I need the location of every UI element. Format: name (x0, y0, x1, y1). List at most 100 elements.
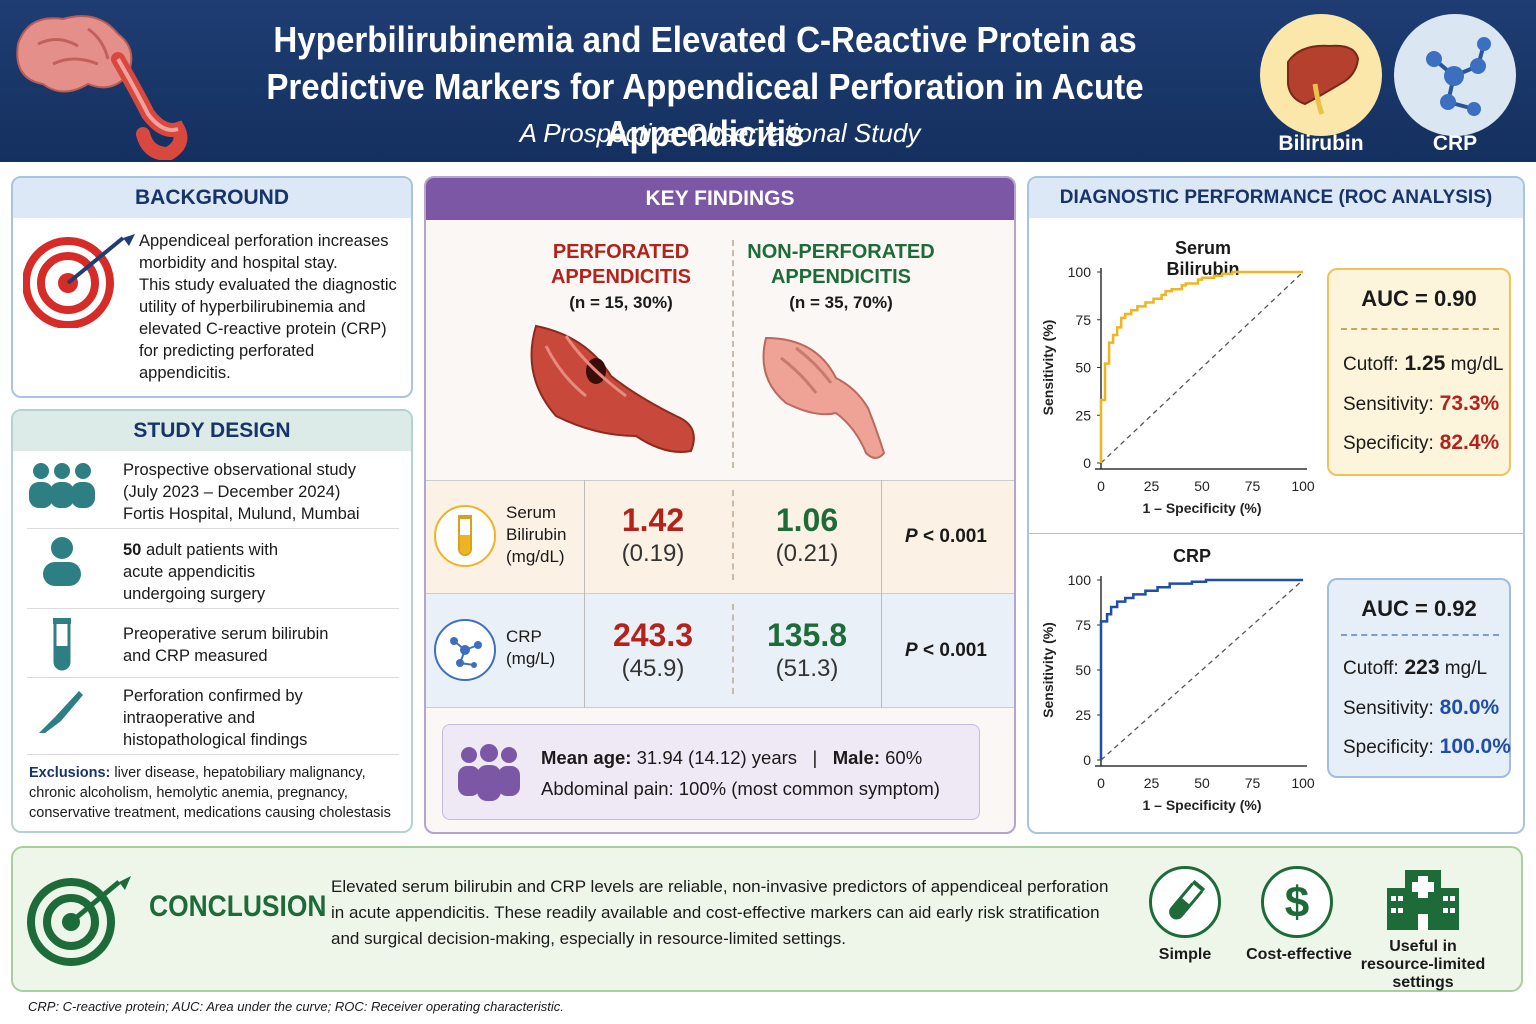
non-perforated-header: NON-PERFORATED APPENDICITIS (n = 35, 70%… (726, 240, 956, 315)
design-item-3: Preoperative serum bilirubin and CRP mea… (123, 623, 403, 667)
design-item-2-line-2: acute appendicitis (123, 563, 256, 581)
non-perforated-title-1: NON-PERFORATED (747, 241, 935, 263)
bili-y-tick: 0 (1083, 455, 1091, 471)
perforated-title-2: APPENDICITIS (550, 266, 692, 288)
roc-panel: DIAGNOSTIC PERFORMANCE (ROC ANALYSIS) Se… (1027, 176, 1525, 834)
crp-x-tick: 50 (1194, 775, 1210, 791)
crp-y-tick: 75 (1075, 617, 1091, 633)
crp-x-label: 1 – Specificity (%) (1142, 797, 1261, 813)
molecule-icon (1426, 37, 1491, 116)
exclusions-label: Exclusions: (29, 765, 111, 781)
crp-nonperforated-sd: (51.3) (775, 655, 839, 682)
footnote: CRP: C-reactive protein; AUC: Area under… (28, 999, 564, 1014)
simple-chip (1149, 866, 1221, 938)
background-heading: BACKGROUND (13, 178, 411, 218)
crp-y-tick: 25 (1075, 707, 1091, 723)
bg-line-7: appendicitis. (139, 364, 231, 382)
resource-limited-line-3: settings (1392, 974, 1454, 991)
bili-x-tick: 100 (1291, 478, 1315, 494)
p-text: < 0.001 (917, 640, 987, 661)
crp-x-tick: 0 (1097, 775, 1105, 791)
title-line-1: Hyperbilirubinemia and Elevated C-Reacti… (273, 19, 1137, 60)
roc-divider (1029, 533, 1523, 534)
sens-value: 73.3% (1433, 392, 1500, 415)
cutoff-unit: mg/L (1439, 658, 1488, 679)
bilirubin-perforated-sd: (0.19) (621, 540, 685, 567)
bili-x-label: 1 – Specificity (%) (1142, 500, 1261, 516)
crp-label-1: CRP (506, 627, 542, 646)
group-icon (29, 463, 95, 508)
age-value: 31.94 (14.12) years (631, 747, 798, 768)
svg-text:$: $ (1285, 878, 1309, 927)
dollar-icon: $ (1285, 878, 1309, 927)
study-design-heading: STUDY DESIGN (13, 411, 411, 451)
bilirubin-nonperforated-sd: (0.21) (775, 540, 839, 567)
crp-x-tick: 75 (1245, 775, 1261, 791)
sens-label: Sensitivity: (1343, 698, 1434, 719)
key-findings-panel: KEY FINDINGS PERFORATED APPENDICITIS (n … (424, 176, 1016, 834)
test-tube-icon (1169, 879, 1206, 920)
patient-desc: adult patients with (141, 541, 279, 559)
cost-effective-label: Cost-effective (1246, 946, 1352, 963)
bilirubin-badge (1260, 14, 1382, 136)
spec-value: 82.4% (1433, 431, 1500, 454)
p-text: < 0.001 (917, 526, 987, 547)
bilirubin-row-label: Serum Bilirubin (mg/dL) (506, 502, 566, 568)
scalpel-icon (39, 691, 83, 733)
bg-line-5: elevated C-reactive protein (CRP) (139, 320, 387, 338)
male-value: 60% (880, 747, 923, 768)
design-item-4-line-1: Perforation confirmed by (123, 687, 303, 705)
design-item-2-line-1: 50 adult patients with (123, 539, 403, 561)
bili-x-tick: 0 (1097, 478, 1105, 494)
sens-value: 80.0% (1433, 696, 1500, 719)
conclusion-line-2: in acute appendicitis. These readily ava… (331, 903, 1100, 922)
bili-y-tick: 50 (1075, 360, 1091, 376)
perforated-title-1: PERFORATED (552, 241, 690, 263)
crp-specificity: Specificity: 100.0% (1343, 735, 1511, 760)
page-subtitle: A Prospective Observational Study (519, 118, 921, 148)
crp-auc: AUC = 0.92 (1361, 596, 1477, 621)
simple-label: Simple (1158, 946, 1212, 963)
bili-y-tick: 100 (1068, 264, 1092, 280)
cost-effective-chip: $ (1261, 866, 1333, 938)
bili-reference-line (1100, 271, 1304, 464)
crp-reference-line (1100, 579, 1304, 761)
crp-cutoff: Cutoff: 223 mg/L (1343, 656, 1487, 681)
demographics-box: Mean age: 31.94 (14.12) years | Male: 60… (442, 724, 980, 820)
design-item-1-line-2: (July 2023 – December 2024) (123, 483, 341, 501)
patient-icon (43, 537, 81, 586)
conclusion-line-3: and surgical decision-making, especially… (331, 929, 846, 948)
test-tube-icon (458, 515, 472, 556)
crp-badge (1394, 14, 1516, 136)
conclusion-line-1: Elevated serum bilirubin and CRP levels … (331, 877, 1109, 896)
bili-label-1: Serum (506, 503, 557, 522)
crp-row (426, 594, 1014, 708)
perforated-n: (n = 15, 30%) (569, 293, 673, 312)
bg-line-3: This study evaluated the diagnostic (139, 276, 397, 294)
crp-y-label: Sensitivity (%) (1040, 622, 1056, 718)
divider (27, 608, 399, 609)
crp-sensitivity: Sensitivity: 80.0% (1343, 696, 1499, 721)
perforated-appendix-illustration (530, 324, 695, 453)
exclusions-item: liver disease, hepatobiliary malignancy, (110, 765, 366, 781)
normal-appendix-illustration (762, 336, 886, 459)
resource-limited-line-1: Useful in (1389, 938, 1457, 955)
crp-badge-label: CRP (1432, 132, 1478, 155)
colon-illustration (16, 15, 188, 160)
key-findings-heading: KEY FINDINGS (426, 178, 1014, 220)
crp-y-tick: 0 (1083, 752, 1091, 768)
crp-roc-chart: 00 25 25 50 50 75 75 100 100 1 – Specificity (%) S… (1040, 572, 1315, 813)
spec-label: Specificity: (1343, 433, 1434, 454)
bilirubin-roc-chart: 00 25 25 50 50 75 75 100 100 1 – Specificity (%) S… (1040, 264, 1315, 516)
crp-perforated-mean: 243.3 (612, 617, 694, 653)
liver-icon (1287, 44, 1360, 115)
crp-row-label: CRP (mg/L) (506, 626, 555, 670)
design-item-3-line-2: and CRP measured (123, 647, 268, 665)
col-line (881, 480, 882, 708)
bili-x-tick: 25 (1144, 478, 1160, 494)
perforated-header: PERFORATED APPENDICITIS (n = 15, 30%) (506, 240, 736, 315)
cutoff-value: 1.25 (1398, 352, 1446, 375)
crp-roc-curve (1099, 578, 1303, 760)
bili-x-tick: 75 (1245, 478, 1261, 494)
exclusions-line-3: conservative treatment, medications caus… (29, 805, 391, 821)
